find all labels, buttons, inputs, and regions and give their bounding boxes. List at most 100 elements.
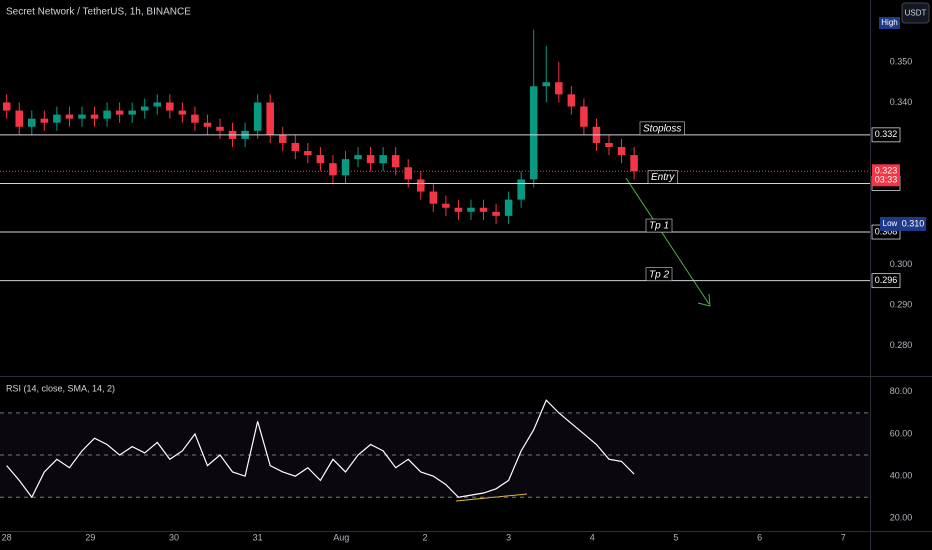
arrow-head: [697, 293, 711, 307]
y-tick-label: 0.350: [890, 56, 913, 66]
candle-body: [341, 159, 350, 176]
x-tick-label: 31: [253, 532, 263, 542]
currency-button[interactable]: USDT: [901, 2, 930, 24]
x-tick-label: 30: [169, 532, 179, 542]
countdown: 03:33: [875, 175, 898, 185]
level-name-box: [645, 267, 673, 281]
candle-body: [366, 155, 375, 164]
x-tick-label: 7: [841, 532, 846, 542]
candle-body: [630, 155, 638, 172]
candle-body: [78, 114, 86, 119]
candle-body: [128, 110, 136, 115]
candle-body: [115, 110, 124, 115]
candle-body: [15, 110, 24, 127]
x-tick-label: 4: [590, 532, 595, 542]
level-value: 0.296: [875, 275, 898, 285]
level-name: Stoploss: [643, 123, 681, 134]
y-tick-label: 0.280: [890, 340, 913, 350]
level-value-box: [871, 127, 901, 143]
candle-body: [391, 155, 400, 168]
candle-body: [542, 82, 551, 87]
y-tick-label: 0.300: [890, 259, 913, 269]
candle-body: [316, 155, 325, 164]
level-name-box: [647, 170, 678, 184]
candle-body: [191, 114, 199, 123]
candle-body: [53, 114, 61, 123]
candle-body: [329, 163, 337, 176]
candle-body: [567, 94, 576, 107]
level-value: 0.308: [875, 226, 898, 236]
low-marker-box: [880, 216, 900, 231]
candle-body: [504, 199, 513, 216]
y-tick-label: 0.290: [890, 299, 913, 309]
candle-body: [65, 114, 74, 119]
y-tick-label: 80.00: [890, 386, 913, 396]
high-marker: High: [881, 18, 897, 27]
candle-body: [442, 203, 450, 208]
high-marker-box: [879, 17, 900, 29]
candle-body: [605, 142, 613, 148]
candle-body: [28, 118, 36, 127]
candle-body: [266, 102, 274, 135]
low-value-box: [900, 216, 926, 231]
candle-body: [140, 106, 149, 111]
candle-body: [178, 110, 187, 115]
y-tick-label: 0.340: [890, 97, 913, 107]
low-marker: Low: [883, 219, 898, 228]
chart-title: Secret Network / TetherUS, 1h, BINANCE: [6, 7, 191, 18]
x-tick-label: 28: [2, 532, 12, 542]
candle-body: [417, 179, 425, 192]
candle-body: [291, 142, 300, 152]
candle-body: [216, 126, 224, 131]
candle-body: [103, 110, 111, 119]
level-name-box: [645, 218, 673, 233]
last-price-box: [872, 164, 900, 187]
level-value: 0.332: [875, 129, 898, 139]
candle-body: [467, 207, 475, 212]
candle-body: [40, 118, 49, 123]
x-tick-label: 3: [506, 532, 511, 542]
candle-body: [479, 207, 488, 212]
candle-body: [253, 102, 262, 131]
y-tick-label: 40.00: [890, 471, 913, 481]
candle-body: [404, 167, 412, 180]
candle-body: [278, 134, 287, 143]
rsi-line: [6, 399, 635, 499]
candle-body: [2, 102, 11, 111]
x-tick-label: 29: [85, 532, 95, 542]
level-name: Entry: [651, 172, 675, 183]
candle-body: [555, 82, 563, 95]
arrow: [625, 177, 710, 305]
candle-body: [90, 114, 99, 119]
low-value: 0.310: [902, 218, 925, 228]
y-tick-label: 20.00: [890, 513, 913, 523]
candle-body: [153, 102, 162, 107]
candle-body: [517, 179, 525, 200]
candle-body: [429, 191, 438, 204]
level-name-box: [639, 121, 685, 136]
last-price-label: 0.323: [875, 166, 898, 176]
button-bg[interactable]: [901, 2, 930, 24]
button-label[interactable]: USDT: [905, 9, 927, 18]
y-tick-label: 60.00: [890, 428, 913, 438]
x-tick-label: 2: [422, 532, 427, 542]
rsi-title: RSI (14, close, SMA, 14, 2): [6, 383, 115, 393]
candle-body: [304, 151, 312, 156]
candle-body: [379, 155, 387, 164]
candle-body: [580, 106, 588, 127]
candle-body: [203, 122, 212, 127]
level-name: Tp 1: [649, 221, 669, 232]
x-tick-label: 6: [757, 532, 762, 542]
candle-body: [529, 86, 538, 180]
x-tick-label: 5: [673, 532, 678, 542]
x-tick-label: Aug: [333, 532, 349, 542]
candle-body: [492, 211, 500, 216]
candle-body: [454, 207, 463, 212]
candle-body: [166, 102, 174, 111]
level-value-box: [871, 273, 901, 289]
candle-body: [617, 147, 626, 156]
candle-body: [354, 155, 362, 160]
